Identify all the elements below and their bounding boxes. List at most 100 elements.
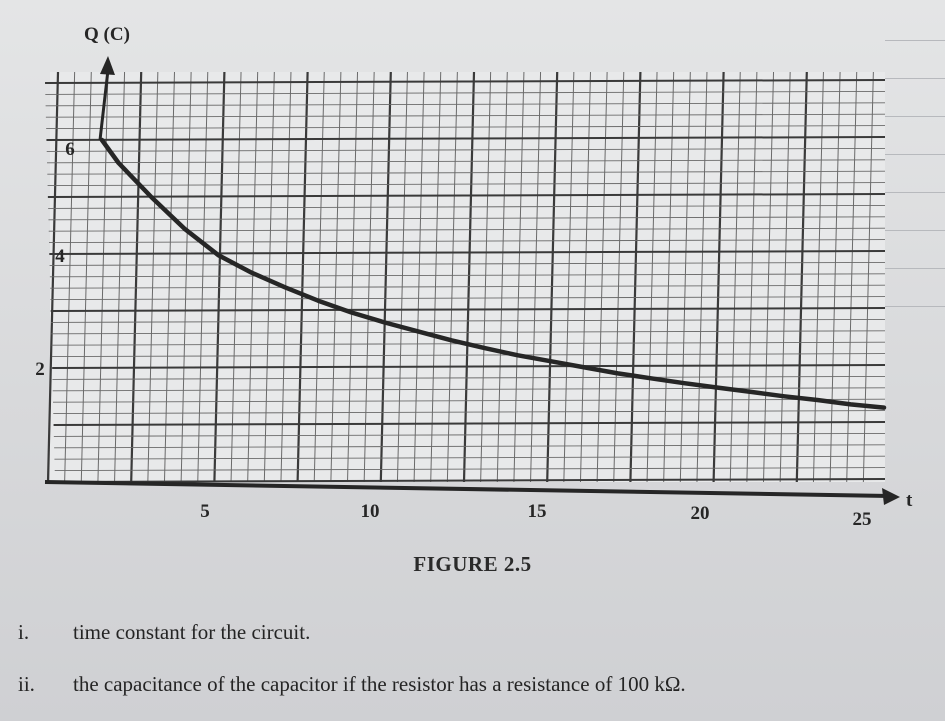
grid-line-minor-vertical xyxy=(812,71,824,483)
grid-line-major-vertical xyxy=(629,71,642,483)
grid-line-minor-vertical xyxy=(530,71,542,483)
grid-line-major-horizontal xyxy=(47,193,886,198)
notebook-rule xyxy=(885,40,945,41)
grid-line-minor-vertical xyxy=(446,71,458,483)
grid-line-minor-vertical xyxy=(613,71,625,483)
y-tick-label: 2 xyxy=(35,359,45,380)
grid-line-minor-horizontal xyxy=(45,90,886,95)
grid-line-minor-horizontal xyxy=(53,410,886,415)
x-tick-label: 15 xyxy=(528,501,547,522)
grid-line-minor-vertical xyxy=(496,71,508,483)
grid-line-minor-vertical xyxy=(746,71,758,483)
grid-line-minor-vertical xyxy=(263,71,275,483)
notebook-rule xyxy=(885,154,945,155)
charge-time-graph: Q (C) t 5 10 15 20 25 2 4 6 xyxy=(35,24,913,530)
grid-line-minor-horizontal xyxy=(47,159,886,164)
grid-line-minor-horizontal xyxy=(49,261,886,266)
series-line xyxy=(99,137,887,410)
grid-line-minor-horizontal xyxy=(52,375,886,380)
grid-line-minor-vertical xyxy=(763,71,775,483)
axes xyxy=(44,56,900,505)
grid-line-minor-horizontal xyxy=(51,318,886,323)
notebook-rule xyxy=(885,78,945,79)
grid-line-major-vertical xyxy=(462,71,476,483)
figure-caption: FIGURE 2.5 xyxy=(413,552,532,576)
grid-line-minor-horizontal xyxy=(48,216,886,221)
grid-line-minor-vertical xyxy=(829,71,841,483)
grid-line-minor-horizontal xyxy=(50,284,886,289)
grid-line-minor-horizontal xyxy=(54,467,886,472)
notebook-rule xyxy=(885,192,945,193)
grid-line-minor-vertical xyxy=(729,71,741,483)
notebook-rule xyxy=(885,230,945,231)
grid-line-minor-vertical xyxy=(347,71,359,483)
grid-line-major-vertical xyxy=(546,71,559,483)
grid-line-minor-horizontal xyxy=(54,455,886,460)
grid-line-major-horizontal xyxy=(50,307,886,312)
y-tick-label: 6 xyxy=(65,139,75,160)
grid-line-major-horizontal xyxy=(49,250,886,255)
grid-line-major-vertical xyxy=(379,71,392,483)
grid-line-minor-vertical xyxy=(563,71,575,483)
question-number: i. xyxy=(18,620,30,644)
grid-line-minor-horizontal xyxy=(51,330,886,335)
grid-line-minor-vertical xyxy=(313,71,325,483)
grid-line-minor-horizontal xyxy=(53,432,886,437)
grid-line-minor-vertical xyxy=(513,71,525,483)
question-number: ii. xyxy=(18,672,35,696)
grid-line-minor-vertical xyxy=(779,71,791,483)
grid-line-minor-horizontal xyxy=(52,387,886,392)
grid-line-minor-horizontal xyxy=(54,444,886,449)
grid-line-minor-horizontal xyxy=(48,204,886,209)
graph-paper-background xyxy=(50,72,885,482)
x-tick-label: 10 xyxy=(361,501,380,522)
grid-line-minor-vertical xyxy=(247,71,259,483)
tick-labels: Q (C) t 5 10 15 20 25 2 4 6 xyxy=(35,24,913,530)
grid-line-minor-vertical xyxy=(230,71,242,483)
grid-line-major-horizontal xyxy=(53,421,886,426)
grid-line-minor-horizontal xyxy=(47,170,886,175)
question-text: the capacitance of the capacitor if the … xyxy=(73,672,686,696)
graph-paper-grid xyxy=(45,71,886,483)
grid-line-minor-vertical xyxy=(396,71,408,483)
y-axis-line xyxy=(98,69,110,141)
grid-line-minor-horizontal xyxy=(47,182,886,187)
x-tick-label: 25 xyxy=(853,509,872,530)
x-tick-label: 20 xyxy=(691,503,710,524)
grid-line-minor-vertical xyxy=(862,71,874,483)
y-axis-arrowhead xyxy=(100,56,115,75)
grid-line-minor-vertical xyxy=(363,71,375,483)
grid-line-major-horizontal xyxy=(46,136,886,141)
grid-line-minor-vertical xyxy=(663,71,675,483)
y-tick-label: 4 xyxy=(55,246,65,267)
grid-line-minor-vertical xyxy=(646,71,658,483)
discharge-curve xyxy=(99,137,887,410)
grid-line-major-vertical xyxy=(712,71,725,483)
grid-line-minor-vertical xyxy=(596,71,608,483)
grid-line-minor-vertical xyxy=(330,71,342,483)
grid-line-minor-vertical xyxy=(430,71,442,483)
x-axis-line xyxy=(44,480,891,498)
grid-line-major-vertical xyxy=(795,71,808,483)
notebook-rule xyxy=(885,306,945,307)
x-axis-arrowhead xyxy=(882,488,900,505)
grid-line-major-vertical xyxy=(296,71,309,483)
grid-line-minor-vertical xyxy=(579,71,591,483)
grid-line-minor-horizontal xyxy=(51,353,886,358)
grid-line-minor-vertical xyxy=(280,71,292,483)
grid-line-minor-horizontal xyxy=(50,296,886,301)
grid-line-major-horizontal xyxy=(54,478,886,483)
grid-line-minor-vertical xyxy=(846,71,858,483)
y-axis-title: Q (C) xyxy=(84,24,130,45)
grid-line-minor-horizontal xyxy=(46,125,886,130)
notebook-rule xyxy=(885,268,945,269)
grid-line-major-horizontal xyxy=(45,79,886,84)
grid-line-minor-horizontal xyxy=(45,113,886,118)
grid-line-minor-vertical xyxy=(413,71,425,483)
grid-line-minor-horizontal xyxy=(46,147,886,152)
notebook-rule xyxy=(885,116,945,117)
grid-line-minor-vertical xyxy=(696,71,708,483)
grid-line-minor-horizontal xyxy=(45,102,886,107)
grid-line-minor-horizontal xyxy=(49,273,886,278)
